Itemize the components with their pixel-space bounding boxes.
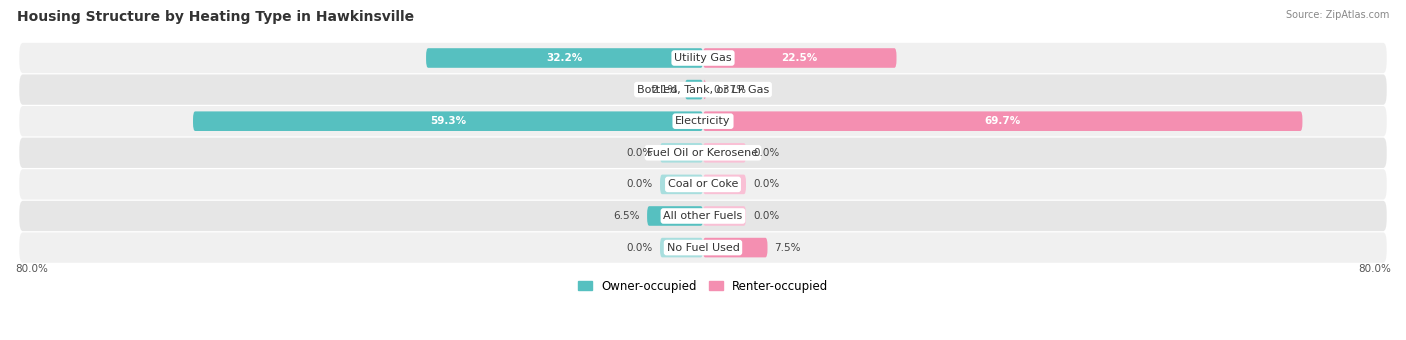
FancyBboxPatch shape: [647, 206, 703, 226]
Text: 0.0%: 0.0%: [627, 180, 654, 189]
Text: 0.0%: 0.0%: [752, 148, 779, 158]
Text: 0.0%: 0.0%: [627, 148, 654, 158]
Text: 59.3%: 59.3%: [430, 116, 465, 126]
FancyBboxPatch shape: [659, 143, 703, 163]
Text: Coal or Coke: Coal or Coke: [668, 180, 738, 189]
FancyBboxPatch shape: [703, 143, 747, 163]
Text: 6.5%: 6.5%: [614, 211, 640, 221]
Text: 2.1%: 2.1%: [651, 85, 678, 95]
FancyBboxPatch shape: [426, 48, 703, 68]
FancyBboxPatch shape: [703, 175, 747, 194]
Text: 0.0%: 0.0%: [752, 180, 779, 189]
FancyBboxPatch shape: [20, 106, 1386, 136]
FancyBboxPatch shape: [20, 74, 1386, 105]
FancyBboxPatch shape: [703, 206, 747, 226]
Text: 80.0%: 80.0%: [1358, 264, 1391, 274]
FancyBboxPatch shape: [703, 80, 706, 99]
FancyBboxPatch shape: [703, 238, 768, 257]
Text: All other Fuels: All other Fuels: [664, 211, 742, 221]
Text: Bottled, Tank, or LP Gas: Bottled, Tank, or LP Gas: [637, 85, 769, 95]
Text: Housing Structure by Heating Type in Hawkinsville: Housing Structure by Heating Type in Haw…: [17, 10, 413, 24]
Text: 7.5%: 7.5%: [775, 242, 801, 253]
Text: 0.0%: 0.0%: [627, 242, 654, 253]
FancyBboxPatch shape: [703, 112, 1302, 131]
FancyBboxPatch shape: [703, 48, 897, 68]
Text: 0.0%: 0.0%: [752, 211, 779, 221]
FancyBboxPatch shape: [20, 233, 1386, 263]
FancyBboxPatch shape: [659, 238, 703, 257]
Text: Fuel Oil or Kerosene: Fuel Oil or Kerosene: [647, 148, 759, 158]
Text: No Fuel Used: No Fuel Used: [666, 242, 740, 253]
FancyBboxPatch shape: [20, 169, 1386, 200]
Text: 22.5%: 22.5%: [782, 53, 818, 63]
FancyBboxPatch shape: [20, 201, 1386, 231]
FancyBboxPatch shape: [20, 43, 1386, 73]
Text: 69.7%: 69.7%: [984, 116, 1021, 126]
Text: 80.0%: 80.0%: [15, 264, 48, 274]
FancyBboxPatch shape: [685, 80, 703, 99]
FancyBboxPatch shape: [659, 175, 703, 194]
FancyBboxPatch shape: [193, 112, 703, 131]
Legend: Owner-occupied, Renter-occupied: Owner-occupied, Renter-occupied: [572, 275, 834, 297]
FancyBboxPatch shape: [20, 138, 1386, 168]
Text: Electricity: Electricity: [675, 116, 731, 126]
Text: Source: ZipAtlas.com: Source: ZipAtlas.com: [1285, 10, 1389, 20]
Text: 32.2%: 32.2%: [547, 53, 582, 63]
Text: Utility Gas: Utility Gas: [675, 53, 731, 63]
Text: 0.37%: 0.37%: [713, 85, 747, 95]
